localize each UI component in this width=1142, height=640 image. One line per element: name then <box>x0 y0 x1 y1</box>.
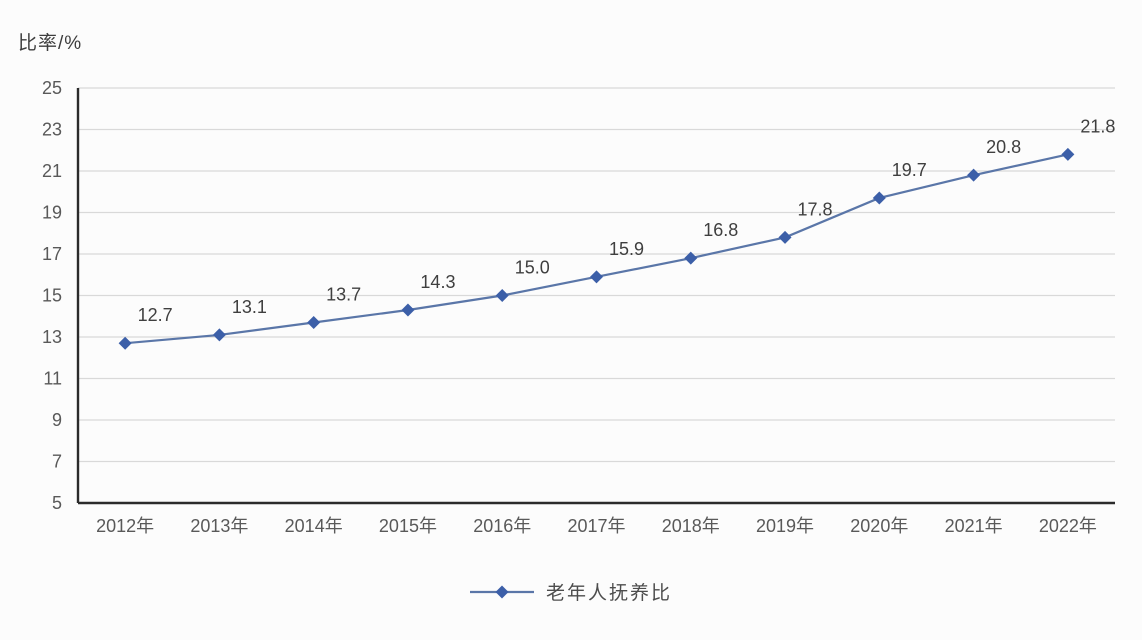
y-tick-label: 13 <box>42 327 62 347</box>
x-tick-label: 2021年 <box>945 516 1003 536</box>
x-tick-label: 2014年 <box>285 516 343 536</box>
data-point-marker <box>872 191 886 205</box>
data-point-marker <box>495 289 509 302</box>
data-point-label: 17.8 <box>798 199 833 219</box>
data-point-marker <box>684 251 698 265</box>
data-point-marker <box>401 303 415 317</box>
data-point-marker <box>212 328 226 342</box>
x-tick-label: 2017年 <box>567 516 625 536</box>
x-tick-label: 2019年 <box>756 516 814 536</box>
legend-line-marker-icon <box>469 585 534 598</box>
data-point-marker <box>118 336 132 350</box>
y-tick-label: 25 <box>42 78 62 98</box>
y-tick-label: 11 <box>43 369 62 389</box>
data-point-label: 21.8 <box>1080 116 1115 136</box>
data-point-label: 14.3 <box>420 272 455 292</box>
x-tick-label: 2016年 <box>473 516 531 536</box>
data-point-marker <box>1061 147 1075 161</box>
y-tick-label: 17 <box>42 244 62 264</box>
legend-label: 老年人抚养比 <box>545 583 672 604</box>
y-tick-label: 7 <box>52 452 62 472</box>
data-point-label: 15.9 <box>609 239 644 259</box>
data-point-label: 20.8 <box>986 137 1021 157</box>
legend-marker-icon <box>495 585 509 598</box>
y-axis-title: 比率/% <box>18 33 83 54</box>
data-point-label: 13.7 <box>326 284 361 304</box>
data-point-label: 15.0 <box>515 258 550 278</box>
data-point-marker <box>590 270 603 284</box>
y-tick-label: 21 <box>42 161 62 181</box>
y-tick-label: 15 <box>42 286 62 306</box>
data-point-label: 12.7 <box>138 305 173 325</box>
data-point-label: 16.8 <box>703 220 738 240</box>
data-point-marker <box>307 315 321 329</box>
legend: 老年人抚养比 <box>0 578 1142 605</box>
x-tick-label: 2015年 <box>379 516 437 536</box>
y-tick-label: 23 <box>42 120 62 140</box>
x-tick-label: 2018年 <box>662 516 720 536</box>
x-tick-label: 2012年 <box>96 516 154 536</box>
x-tick-label: 2013年 <box>190 516 248 536</box>
y-tick-label: 5 <box>52 493 62 513</box>
y-tick-label: 9 <box>52 410 62 430</box>
data-point-marker <box>778 230 792 244</box>
data-point-label: 19.7 <box>892 160 927 180</box>
x-tick-label: 2022年 <box>1039 516 1097 536</box>
x-tick-label: 2020年 <box>850 516 908 536</box>
y-tick-label: 19 <box>42 203 62 223</box>
data-point-label: 13.1 <box>232 297 267 317</box>
data-point-marker <box>967 168 981 182</box>
line-chart: 5 7 9 11 13 15 17 19 21 23 25 2012年 2013年 2014年 2015年 2… <box>42 78 1115 536</box>
